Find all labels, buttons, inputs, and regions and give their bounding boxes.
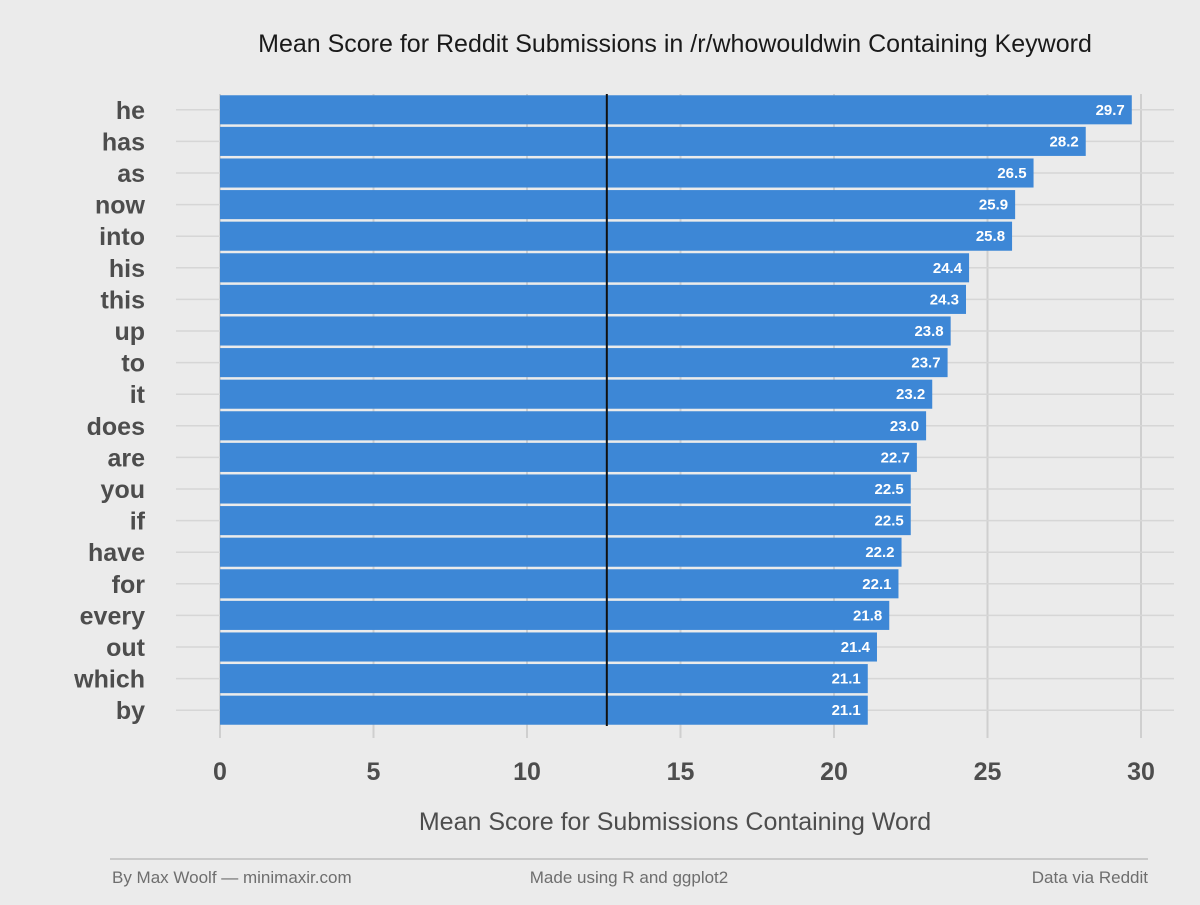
x-tick-labels: 0 5 10 15 20 25 30 (213, 758, 1155, 786)
bar (220, 695, 868, 725)
category-label: it (130, 381, 146, 409)
bar-value-label: 29.7 (1096, 102, 1125, 119)
bar (220, 632, 877, 662)
footer-tooling: Made using R and ggplot2 (530, 868, 728, 887)
bars: 29.7 28.2 26.5 25.9 25.8 24.4 24.3 23.8 23.7 23.2… (220, 95, 1132, 725)
category-label: by (116, 697, 145, 725)
category-label: he (116, 97, 145, 125)
category-label: are (107, 444, 145, 472)
category-label: every (80, 602, 145, 630)
bar (220, 221, 1013, 251)
x-tick-label: 10 (513, 758, 541, 786)
bar (220, 190, 1016, 220)
bar (220, 600, 890, 630)
bar-value-label: 24.4 (933, 260, 963, 277)
bar-value-label: 21.1 (832, 671, 861, 688)
category-label: you (101, 476, 145, 504)
bar-value-label: 25.9 (979, 197, 1008, 214)
bar-value-label: 23.8 (914, 323, 943, 340)
category-label: out (106, 634, 146, 662)
bar (220, 316, 951, 346)
category-label: as (117, 160, 145, 188)
x-tick-label: 20 (820, 758, 848, 786)
category-label: to (121, 350, 145, 378)
bar-value-label: 21.1 (832, 702, 861, 719)
category-label: into (99, 223, 145, 251)
bar-value-label: 26.5 (997, 165, 1026, 182)
bar (220, 569, 899, 599)
bar-value-label: 22.7 (881, 449, 910, 466)
category-label: does (87, 413, 145, 441)
bar (220, 379, 933, 409)
category-label: his (109, 255, 145, 283)
category-labels: he has as now into his this up to it does are you if h… (73, 97, 146, 725)
chart-title: Mean Score for Reddit Submissions in /r/… (258, 30, 1092, 58)
bar (220, 348, 948, 378)
bar (220, 126, 1086, 156)
footer-credit: By Max Woolf — minimaxir.com (112, 868, 352, 887)
bar-value-label: 28.2 (1050, 133, 1079, 150)
bar-value-label: 21.8 (853, 607, 882, 624)
x-tick-label: 30 (1127, 758, 1155, 786)
x-axis-title: Mean Score for Submissions Containing Wo… (419, 808, 931, 836)
x-tick-label: 5 (367, 758, 381, 786)
bar-value-label: 22.2 (865, 544, 894, 561)
category-label: which (73, 666, 145, 694)
bar (220, 411, 927, 441)
bar (220, 537, 902, 567)
x-tick-label: 15 (667, 758, 695, 786)
bar (220, 506, 911, 536)
category-label: this (101, 286, 145, 314)
bar-value-label: 22.5 (875, 513, 904, 530)
bar-value-label: 25.8 (976, 228, 1005, 245)
footer-source: Data via Reddit (1032, 868, 1149, 887)
category-label: for (112, 571, 146, 599)
bar (220, 95, 1132, 125)
bar (220, 253, 970, 283)
bar-value-label: 23.2 (896, 386, 925, 403)
bar-value-label: 22.1 (862, 576, 891, 593)
category-label: up (114, 318, 145, 346)
bar (220, 158, 1034, 188)
bar (220, 284, 967, 314)
bar-value-label: 23.0 (890, 418, 919, 435)
bar-value-label: 24.3 (930, 291, 959, 308)
category-label: if (130, 508, 146, 536)
x-tick-label: 25 (974, 758, 1002, 786)
category-label: has (102, 128, 145, 156)
bar-value-label: 22.5 (875, 481, 904, 498)
bar (220, 474, 911, 504)
bar (220, 442, 917, 472)
bar-value-label: 21.4 (841, 639, 871, 656)
category-label: have (88, 539, 145, 567)
x-tick-label: 0 (213, 758, 227, 786)
bar-value-label: 23.7 (911, 355, 940, 372)
category-label: now (95, 192, 146, 220)
bar (220, 664, 868, 694)
